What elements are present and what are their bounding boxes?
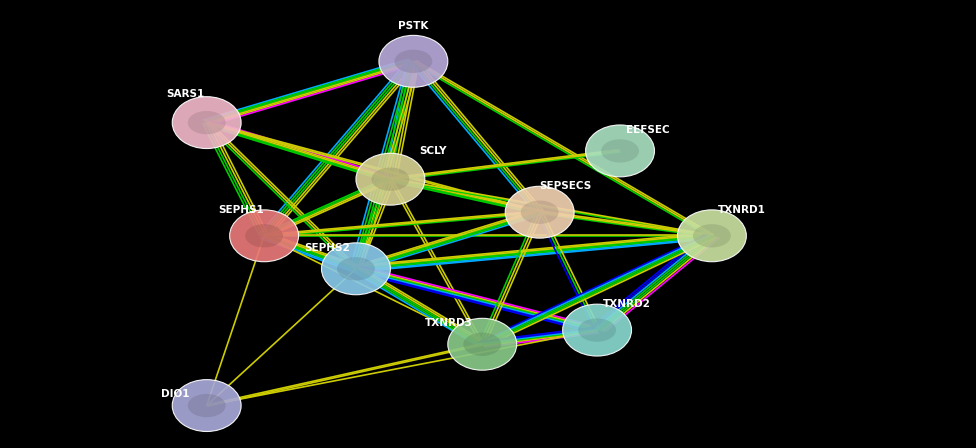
Ellipse shape [562,304,631,356]
Text: TXNRD1: TXNRD1 [717,205,765,215]
Ellipse shape [521,201,558,224]
Ellipse shape [337,257,375,280]
Ellipse shape [321,243,390,295]
Ellipse shape [372,168,409,191]
Ellipse shape [578,319,616,342]
Ellipse shape [448,319,516,370]
Ellipse shape [172,379,241,431]
Ellipse shape [677,210,747,262]
Ellipse shape [187,111,225,134]
Ellipse shape [586,125,655,177]
Ellipse shape [187,394,225,417]
Text: SARS1: SARS1 [167,89,205,99]
Text: EEFSEC: EEFSEC [626,125,670,135]
Ellipse shape [229,210,299,262]
Ellipse shape [245,224,283,247]
Ellipse shape [464,332,502,356]
Text: TXNRD2: TXNRD2 [603,299,651,309]
Ellipse shape [394,50,432,73]
Text: SEPHS1: SEPHS1 [219,205,264,215]
Text: SEPHS2: SEPHS2 [305,242,350,253]
Text: SCLY: SCLY [419,146,447,156]
Ellipse shape [172,97,241,149]
Text: DIO1: DIO1 [161,389,189,399]
Text: SEPSECS: SEPSECS [540,181,591,191]
Ellipse shape [506,186,574,238]
Ellipse shape [356,153,425,205]
Text: PSTK: PSTK [398,21,428,31]
Ellipse shape [379,35,448,87]
Ellipse shape [693,224,731,247]
Text: TXNRD3: TXNRD3 [425,318,472,328]
Ellipse shape [601,139,639,163]
